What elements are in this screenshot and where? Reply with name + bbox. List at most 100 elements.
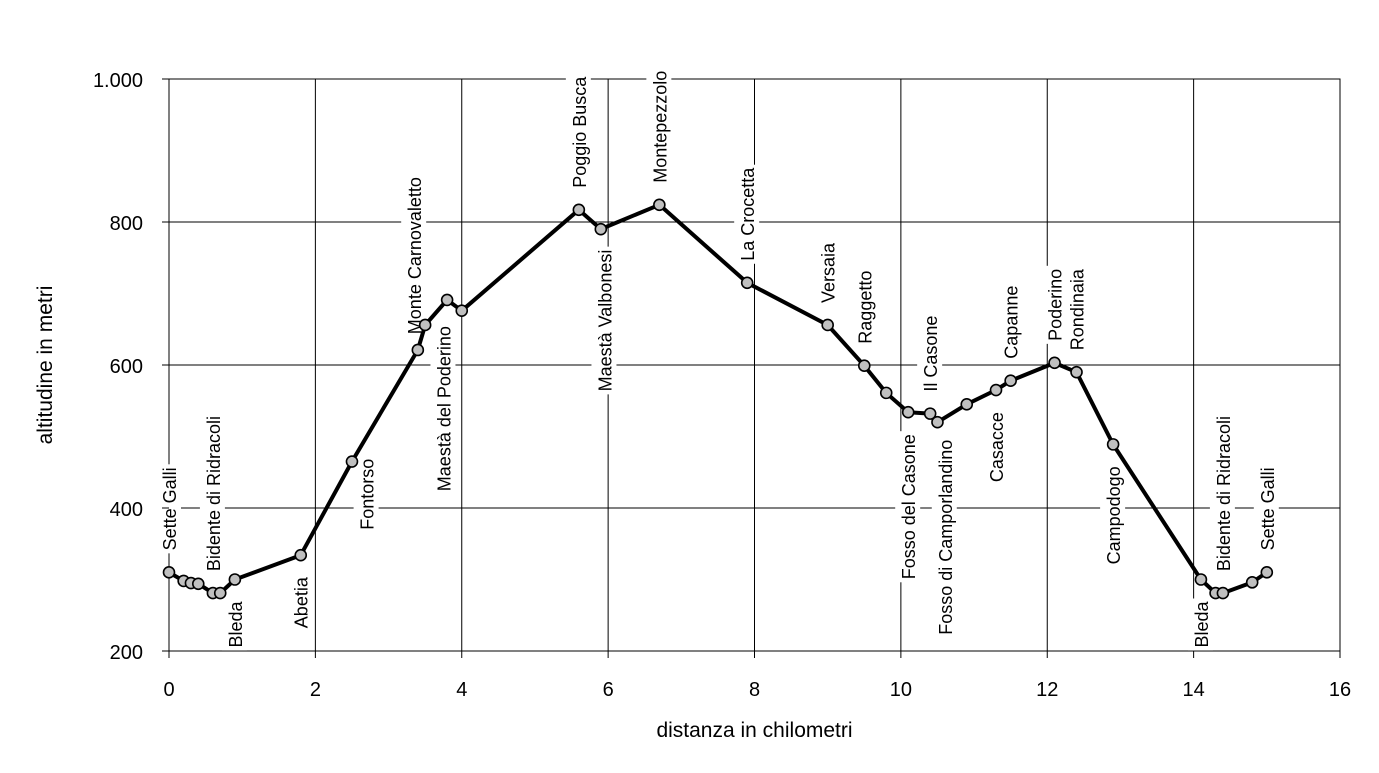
point-name-label: Poggio Busca — [570, 76, 590, 188]
data-point — [960, 398, 974, 411]
label-background — [430, 323, 456, 495]
data-point — [1216, 586, 1230, 600]
data-point — [923, 407, 937, 420]
label-background — [1041, 265, 1067, 344]
label-background — [353, 455, 379, 533]
data-point — [418, 318, 432, 332]
point-name-label: Capanne — [1002, 286, 1022, 359]
data-point — [440, 293, 454, 307]
y-tick-label: 200 — [110, 642, 143, 664]
label-background — [1187, 598, 1213, 651]
point-name-label: Fosso del Casone — [899, 434, 919, 579]
x-tick-label: 12 — [1036, 679, 1058, 701]
data-point — [162, 566, 176, 579]
x-tick-label: 14 — [1183, 679, 1205, 701]
data-point — [213, 586, 227, 600]
point-name-label: Bidente di Ridracoli — [1214, 416, 1234, 571]
point-name-label: Abetia — [292, 576, 312, 628]
label-background — [1063, 266, 1089, 354]
point-name-label: La Crocetta — [738, 167, 758, 261]
label-background — [646, 67, 672, 186]
x-tick-label: 10 — [890, 679, 912, 701]
label-background — [734, 164, 760, 264]
point-name-label: Raggetto — [855, 271, 875, 344]
point-name-label: Bleda — [1192, 600, 1212, 647]
data-point — [1106, 438, 1120, 451]
data-point — [1260, 566, 1274, 579]
data-point — [455, 304, 469, 317]
label-background — [1253, 464, 1279, 554]
data-point — [857, 359, 871, 373]
point-name-label: Maestà del Poderino — [435, 326, 455, 491]
label-background — [199, 412, 225, 575]
x-tick-label: 4 — [456, 679, 467, 701]
y-tick-label: 600 — [110, 356, 143, 378]
data-point — [740, 276, 754, 290]
data-point — [294, 548, 308, 562]
data-point — [653, 198, 666, 212]
x-tick-label: 0 — [163, 679, 174, 701]
label-background — [591, 246, 617, 395]
label-background — [814, 239, 840, 306]
point-name-label: Campodogo — [1104, 466, 1124, 564]
y-tick-label: 400 — [110, 499, 143, 521]
data-point — [989, 383, 1003, 397]
point-name-label: Versaia — [819, 242, 839, 303]
label-background — [997, 282, 1023, 362]
data-point — [345, 455, 359, 468]
point-name-label: Fontorso — [358, 459, 378, 530]
data-point — [1004, 374, 1017, 388]
label-background — [565, 73, 591, 191]
tick-labels: 200 400 600 800 1.000 0 2 4 6 8 10 12 14 16 — [93, 70, 1351, 701]
series — [162, 198, 1274, 600]
data-point — [821, 318, 834, 332]
point-name-label: Fosso di Camporlandino — [936, 440, 956, 635]
x-tick-label: 6 — [603, 679, 614, 701]
point-name-label: Casacce — [987, 412, 1007, 482]
x-axis-title: distanza in chilometri — [656, 719, 852, 742]
data-point — [1194, 573, 1208, 586]
label-background — [917, 312, 943, 395]
data-point — [572, 203, 586, 217]
label-background — [221, 598, 247, 651]
data-point — [594, 222, 608, 236]
point-name-label: Maestà Valbonesi — [596, 250, 616, 392]
label-background — [931, 436, 957, 638]
data-point — [1070, 365, 1083, 379]
x-tick-label: 2 — [310, 679, 321, 701]
label-background — [983, 409, 1009, 486]
elevation-line — [167, 202, 1268, 596]
label-background — [156, 464, 181, 554]
label-background — [895, 431, 921, 583]
point-labels: Sette Galli Bidente di Ridracoli Bleda Abet… — [156, 67, 1279, 651]
label-background — [287, 574, 313, 632]
point-name-label: Poderino — [1046, 269, 1066, 341]
data-point — [1048, 356, 1061, 370]
point-name-label: Sette Galli — [1258, 467, 1278, 550]
x-tick-label: 16 — [1329, 679, 1351, 701]
point-name-label: Monte Carnovaletto — [405, 177, 425, 334]
y-axis-title: altitudine in metri — [34, 286, 57, 445]
y-tick-label: 1.000 — [93, 70, 143, 92]
point-name-label: Montepezzolo — [650, 71, 670, 183]
point-name-label: Bleda — [226, 600, 246, 647]
point-name-label: Il Casone — [921, 316, 941, 392]
data-point — [191, 577, 205, 591]
data-point — [228, 573, 242, 586]
label-background — [1209, 412, 1235, 575]
point-name-label: Bidente di Ridracoli — [204, 416, 224, 571]
data-point — [901, 405, 915, 419]
grid — [168, 78, 1341, 652]
point-name-label: Sette Galli — [160, 467, 180, 550]
data-point — [1245, 576, 1259, 589]
x-tick-label: 8 — [749, 679, 760, 701]
y-tick-label: 800 — [110, 213, 143, 235]
data-point — [931, 415, 944, 429]
data-point — [411, 343, 425, 357]
label-background — [1100, 463, 1126, 568]
label-background — [401, 174, 427, 338]
label-background — [851, 267, 877, 347]
data-point — [879, 386, 893, 400]
point-name-label: Rondinaia — [1068, 268, 1088, 350]
